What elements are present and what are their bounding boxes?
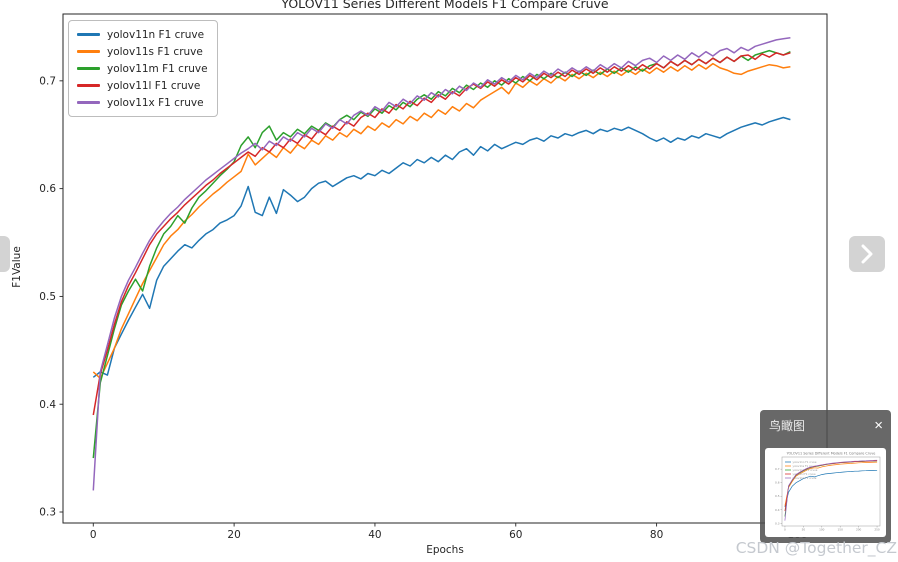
minimap-legend-label: yolov11n F1 cruve	[793, 460, 817, 464]
x-tick-label: 60	[509, 529, 522, 541]
series-line-yolov11s	[92, 62, 791, 380]
legend-item: yolov11x F1 cruve	[77, 94, 208, 111]
minimap-series-line	[784, 469, 878, 508]
minimap-x-tick-label: 50	[802, 527, 806, 531]
minimap-legend-label: yolov11s F1 cruve	[793, 464, 817, 468]
prev-image-button[interactable]	[0, 236, 10, 272]
minimap-panel-title: 鸟瞰图	[769, 418, 806, 433]
minimap-legend-label: yolov11x F1 cruve	[793, 476, 817, 480]
minimap-chart: YOLOV11 Series Different Models F1 Compa…	[775, 452, 881, 531]
minimap-preview[interactable]: YOLOV11 Series Different Models F1 Compa…	[765, 448, 886, 537]
minimap-y-tick-label: 0.5	[775, 494, 780, 498]
minimap-legend-label: yolov11l F1 cruve	[793, 472, 816, 476]
series-line-yolov11l	[92, 52, 791, 416]
minimap-y-tick-label: 0.6	[775, 481, 780, 485]
minimap-series-line	[784, 461, 878, 506]
minimap-series-line	[784, 459, 878, 521]
legend-line-swatch	[77, 84, 100, 87]
x-tick-label: 40	[368, 529, 381, 541]
legend-item: yolov11m F1 cruve	[77, 60, 208, 77]
y-tick-label: 0.6	[39, 183, 56, 195]
minimap-y-tick-label: 0.7	[775, 467, 780, 471]
minimap-title: YOLOV11 Series Different Models F1 Compa…	[787, 452, 876, 456]
legend-label: yolov11n F1 cruve	[107, 28, 205, 41]
minimap-x-tick-label: 200	[856, 527, 862, 531]
legend-item: yolov11n F1 cruve	[77, 26, 208, 43]
x-tick-label: 80	[650, 529, 663, 541]
legend-label: yolov11s F1 cruve	[107, 45, 203, 58]
y-tick-label: 0.5	[39, 291, 56, 303]
chevron-right-icon	[861, 244, 873, 264]
y-axis-label: F1Value	[11, 246, 23, 288]
chart-title: YOLOV11 Series Different Models F1 Compa…	[281, 0, 609, 11]
x-tick-label: 20	[227, 529, 240, 541]
minimap-y-tick-label: 0.4	[775, 508, 780, 512]
legend-label: yolov11m F1 cruve	[107, 62, 208, 75]
legend-label: yolov11x F1 cruve	[107, 96, 204, 109]
plot-frame	[62, 13, 828, 524]
legend-item: yolov11l F1 cruve	[77, 77, 208, 94]
legend-line-swatch	[77, 101, 100, 104]
plot-legend: yolov11n F1 cruve yolov11s F1 cruve yolov1…	[68, 20, 218, 117]
minimap-y-tick-label: 0.3	[775, 521, 780, 525]
minimap-x-tick-label: 100	[819, 527, 825, 531]
chevron-left-icon	[0, 236, 10, 272]
legend-label: yolov11l F1 cruve	[107, 79, 201, 92]
minimap-frame	[781, 456, 881, 527]
series-line-yolov11x	[92, 36, 791, 491]
minimap-x-tick-label: 250	[874, 527, 880, 531]
legend-line-swatch	[77, 50, 100, 53]
legend-line-swatch	[77, 67, 100, 70]
y-tick-label: 0.3	[39, 507, 56, 519]
legend-line-swatch	[77, 33, 100, 36]
minimap-panel: 鸟瞰图 × YOLOV11 Series Different Models F1…	[760, 410, 891, 543]
minimap-x-tick-label: 0	[784, 527, 786, 531]
series-line-yolov11n	[92, 116, 791, 378]
x-tick-label: 0	[90, 529, 97, 541]
close-icon[interactable]: ×	[874, 416, 883, 434]
next-image-button[interactable]	[849, 236, 885, 272]
x-axis-label: Epochs	[426, 544, 464, 556]
watermark: CSDN @Together_CZ	[735, 539, 897, 557]
legend-item: yolov11s F1 cruve	[77, 43, 208, 60]
minimap-panel-header[interactable]: 鸟瞰图 ×	[760, 410, 891, 440]
minimap-x-tick-label: 150	[838, 527, 844, 531]
y-tick-label: 0.7	[39, 75, 56, 87]
y-tick-label: 0.4	[39, 399, 56, 411]
